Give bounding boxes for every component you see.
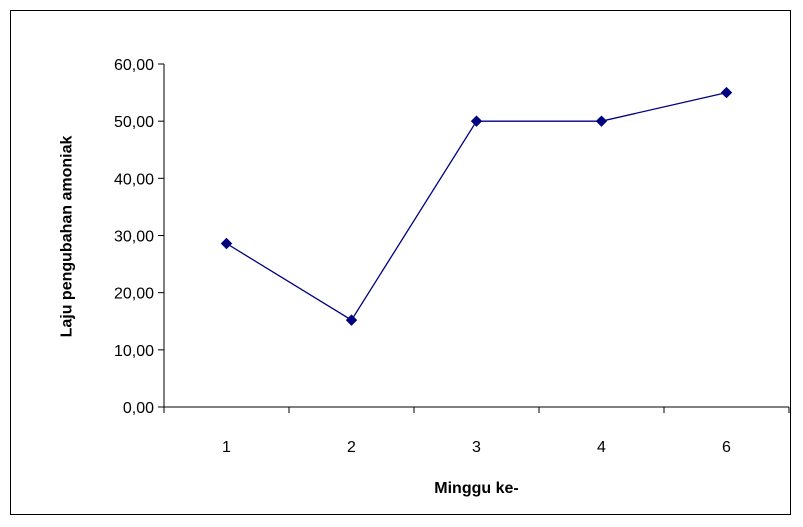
y-axis-title: Laju pengubahan amoniak: [59, 136, 76, 338]
chart-area: [10, 10, 791, 515]
y-tick-label: 10,00: [114, 343, 154, 360]
x-axis: 1 2 3 4 6: [163, 406, 790, 456]
y-tick-label: 30,00: [114, 229, 154, 246]
y-axis: 0,00 10,00 20,00 30,00 40,00 50,00 60,00: [114, 57, 165, 417]
series: [220, 86, 733, 326]
y-tick-label: 20,00: [114, 286, 154, 303]
data-point: [595, 115, 608, 127]
x-axis-title: Minggu ke-: [434, 480, 518, 497]
data-point: [220, 237, 233, 250]
y-tick-label: 0,00: [123, 400, 154, 417]
data-point: [345, 314, 358, 326]
x-tick-label: 3: [472, 439, 481, 456]
x-tick-label: 1: [222, 439, 231, 456]
y-tick-label: 60,00: [114, 57, 154, 74]
x-tick-label: 4: [597, 439, 606, 456]
data-point: [470, 115, 483, 127]
x-tick-label: 2: [347, 439, 356, 456]
y-tick-label: 50,00: [114, 114, 154, 131]
x-tick-label: 6: [722, 439, 731, 456]
y-tick-label: 40,00: [114, 171, 154, 188]
data-point: [720, 86, 733, 99]
